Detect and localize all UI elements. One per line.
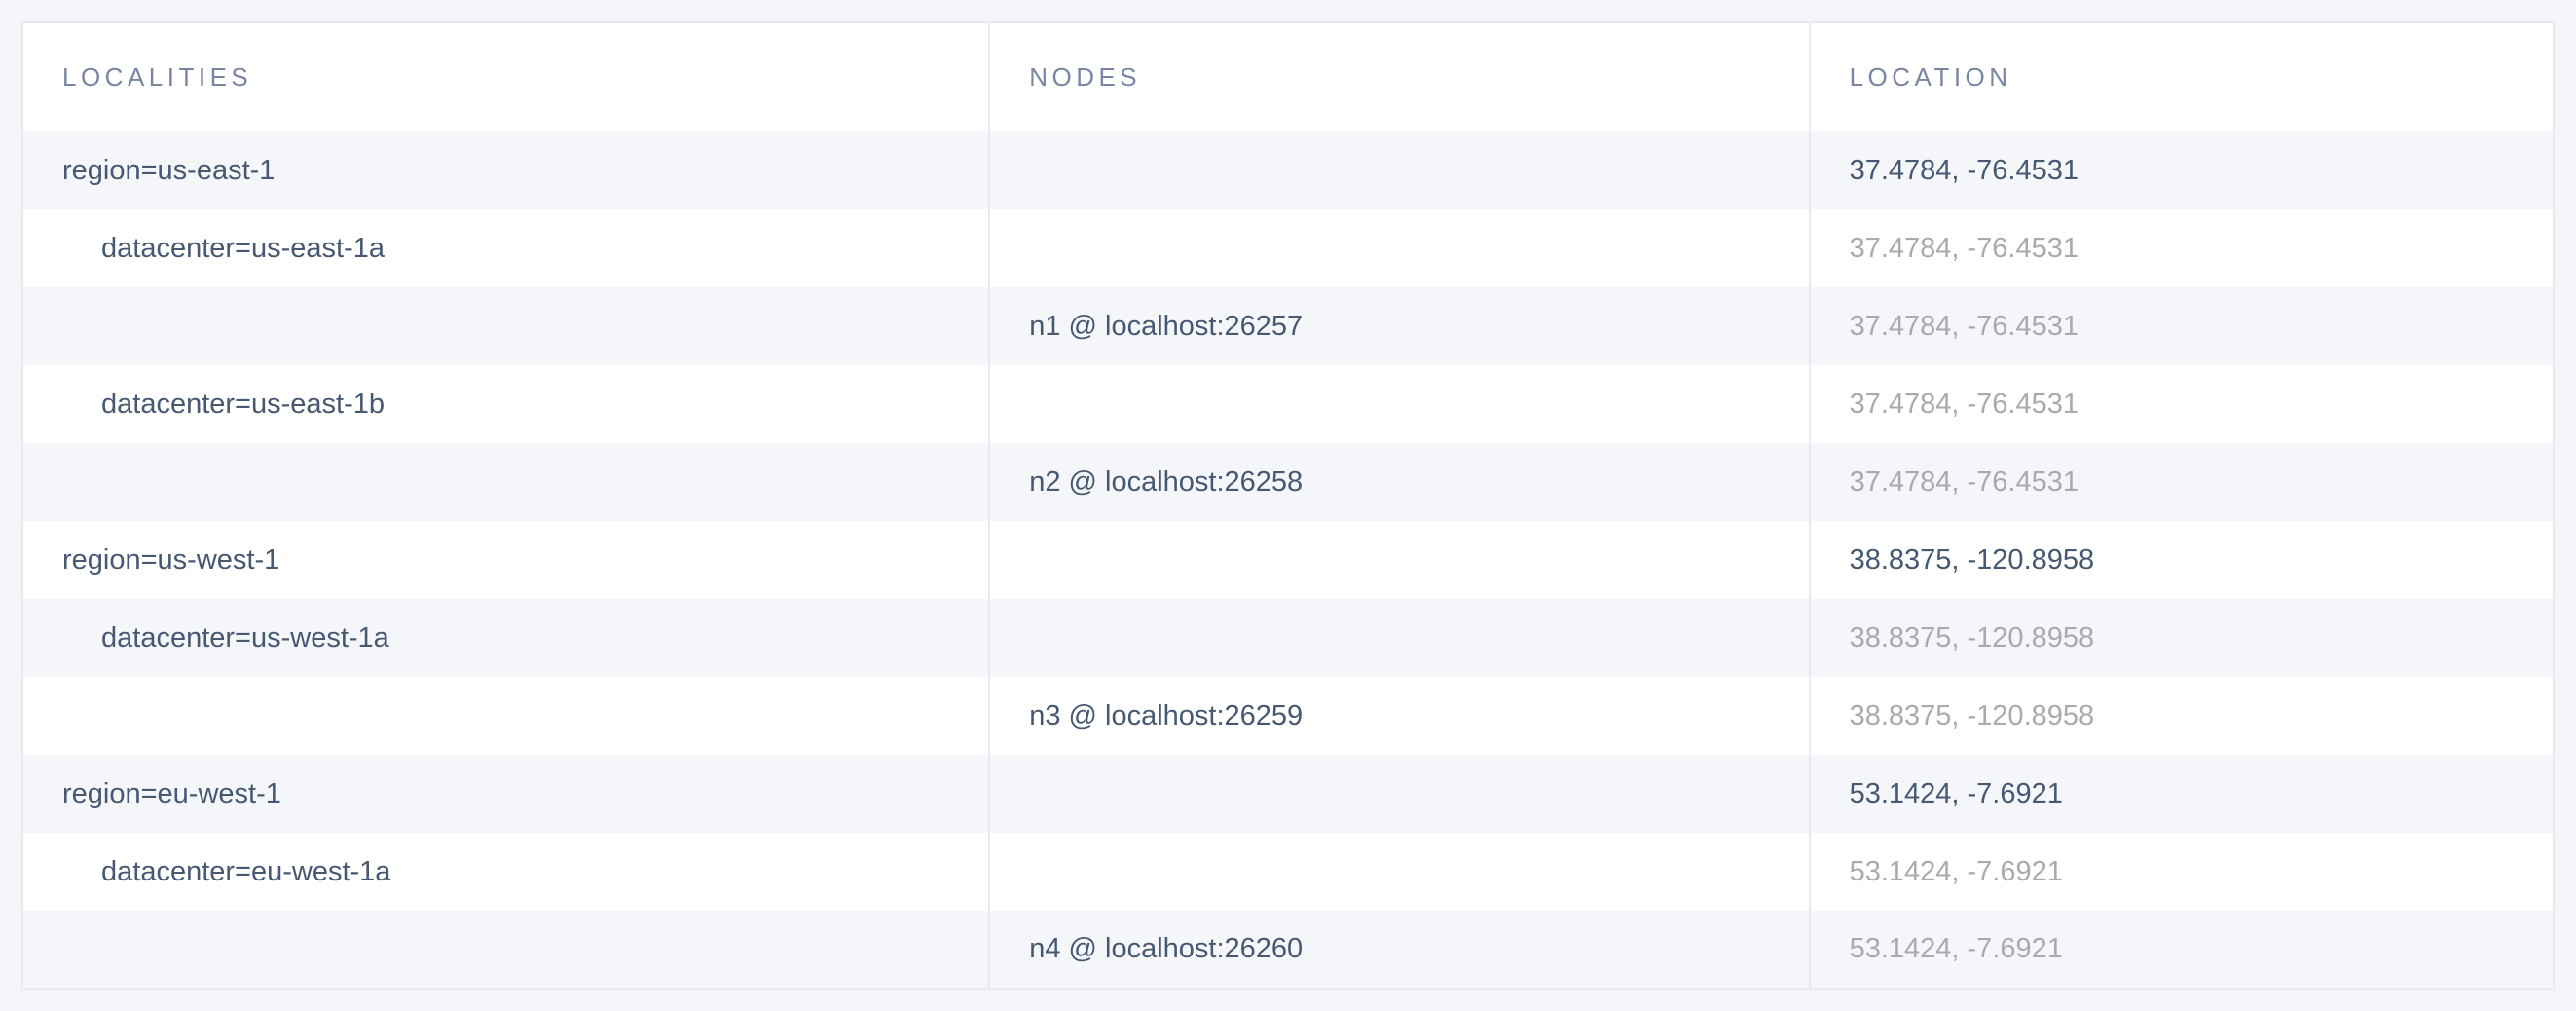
node-cell xyxy=(988,365,1810,443)
node-cell: n4 @ localhost:26260 xyxy=(988,911,1810,989)
location-value: 53.1424, -7.6921 xyxy=(1849,855,2063,887)
node-cell xyxy=(988,833,1810,911)
locality-label: region=us-west-1 xyxy=(62,543,280,576)
table-body: region=us-east-1 37.4784, -76.4531 datac… xyxy=(22,131,2554,989)
locality-label: datacenter=us-east-1b xyxy=(101,388,385,420)
location-value: 53.1424, -7.6921 xyxy=(1849,777,2063,809)
locality-cell: region=us-west-1 xyxy=(22,521,989,599)
location-value: 37.4784, -76.4531 xyxy=(1849,154,2079,186)
column-header-localities: LOCALITIES xyxy=(62,62,253,92)
location-cell: 53.1424, -7.6921 xyxy=(1808,833,2554,911)
node-link[interactable]: n3 @ localhost:26259 xyxy=(1029,699,1304,731)
location-cell: 37.4784, -76.4531 xyxy=(1808,209,2554,287)
locality-label: region=us-east-1 xyxy=(62,154,276,186)
table-row: region=eu-west-1 53.1424, -7.6921 xyxy=(22,755,2554,833)
location-cell: 37.4784, -76.4531 xyxy=(1808,131,2554,209)
node-cell: n2 @ localhost:26258 xyxy=(988,443,1810,521)
locality-label: datacenter=us-west-1a xyxy=(101,621,389,654)
table-row: n2 @ localhost:26258 37.4784, -76.4531 xyxy=(22,443,2554,521)
location-cell: 38.8375, -120.8958 xyxy=(1808,599,2554,677)
column-header-location: LOCATION xyxy=(1808,22,2554,131)
location-value: 38.8375, -120.8958 xyxy=(1849,543,2095,576)
locality-cell: datacenter=us-west-1a xyxy=(22,599,989,677)
table-row: n1 @ localhost:26257 37.4784, -76.4531 xyxy=(22,287,2554,365)
locality-cell xyxy=(22,677,989,755)
location-cell: 53.1424, -7.6921 xyxy=(1808,755,2554,833)
column-header-nodes: NODES xyxy=(988,22,1810,131)
locality-label: datacenter=eu-west-1a xyxy=(101,855,391,887)
location-cell: 37.4784, -76.4531 xyxy=(1808,287,2554,365)
table-row: datacenter=us-east-1a 37.4784, -76.4531 xyxy=(22,209,2554,287)
locality-cell xyxy=(22,287,989,365)
table-row: n4 @ localhost:26260 53.1424, -7.6921 xyxy=(22,911,2554,989)
locality-cell xyxy=(22,443,989,521)
location-cell: 38.8375, -120.8958 xyxy=(1808,677,2554,755)
locality-cell: region=eu-west-1 xyxy=(22,755,989,833)
node-cell xyxy=(988,209,1810,287)
locality-cell: datacenter=us-east-1b xyxy=(22,365,989,443)
node-link[interactable]: n1 @ localhost:26257 xyxy=(1029,310,1304,342)
node-cell xyxy=(988,599,1810,677)
header-row: LOCALITIES NODES LOCATION xyxy=(22,22,2554,131)
location-value: 37.4784, -76.4531 xyxy=(1849,232,2079,264)
table-header: LOCALITIES NODES LOCATION xyxy=(22,22,2554,131)
location-cell: 53.1424, -7.6921 xyxy=(1808,911,2554,989)
node-cell xyxy=(988,755,1810,833)
location-value: 37.4784, -76.4531 xyxy=(1849,466,2079,498)
node-link[interactable]: n2 @ localhost:26258 xyxy=(1029,466,1304,498)
locality-cell: region=us-east-1 xyxy=(22,131,989,209)
table-row: region=us-west-1 38.8375, -120.8958 xyxy=(22,521,2554,599)
location-value: 38.8375, -120.8958 xyxy=(1849,621,2095,654)
table-row: n3 @ localhost:26259 38.8375, -120.8958 xyxy=(22,677,2554,755)
localities-table: LOCALITIES NODES LOCATION region=us-east… xyxy=(21,21,2555,990)
node-cell: n1 @ localhost:26257 xyxy=(988,287,1810,365)
location-value: 53.1424, -7.6921 xyxy=(1849,933,2063,964)
locality-cell: datacenter=eu-west-1a xyxy=(22,833,989,911)
locality-cell xyxy=(22,911,989,989)
locality-cell: datacenter=us-east-1a xyxy=(22,209,989,287)
node-cell xyxy=(988,131,1810,209)
locality-label: datacenter=us-east-1a xyxy=(101,232,385,264)
table-row: region=us-east-1 37.4784, -76.4531 xyxy=(22,131,2554,209)
location-value: 37.4784, -76.4531 xyxy=(1849,388,2079,420)
node-cell xyxy=(988,521,1810,599)
location-value: 38.8375, -120.8958 xyxy=(1849,699,2095,731)
location-cell: 37.4784, -76.4531 xyxy=(1808,365,2554,443)
locality-label: region=eu-west-1 xyxy=(62,777,281,809)
location-value: 37.4784, -76.4531 xyxy=(1849,310,2079,342)
location-cell: 38.8375, -120.8958 xyxy=(1808,521,2554,599)
location-cell: 37.4784, -76.4531 xyxy=(1808,443,2554,521)
table-row: datacenter=us-west-1a 38.8375, -120.8958 xyxy=(22,599,2554,677)
node-link[interactable]: n4 @ localhost:26260 xyxy=(1029,933,1304,964)
table-row: datacenter=us-east-1b 37.4784, -76.4531 xyxy=(22,365,2554,443)
table-row: datacenter=eu-west-1a 53.1424, -7.6921 xyxy=(22,833,2554,911)
node-cell: n3 @ localhost:26259 xyxy=(988,677,1810,755)
